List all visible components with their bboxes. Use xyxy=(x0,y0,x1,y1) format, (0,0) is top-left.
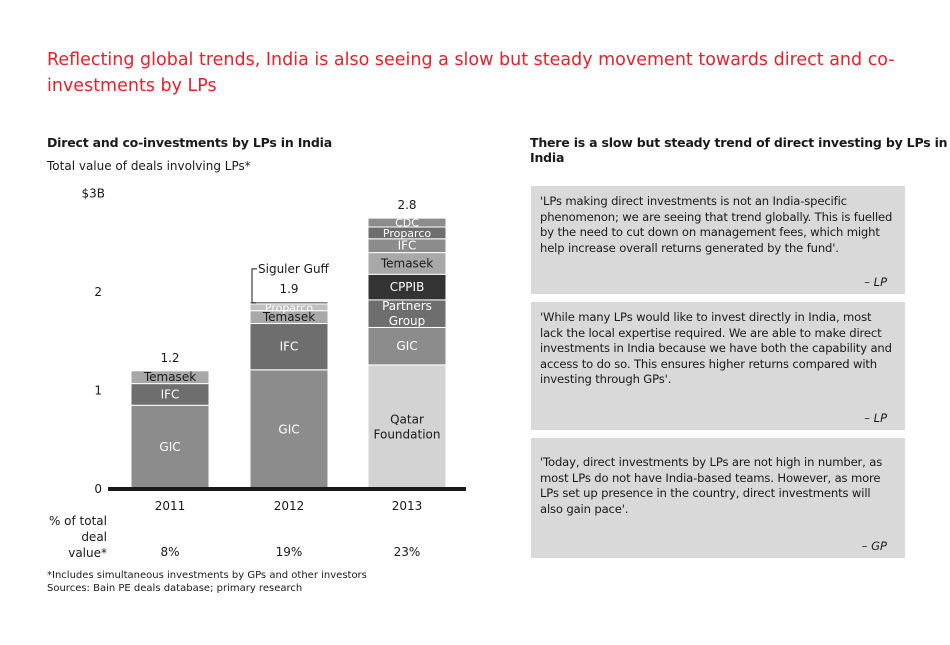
headline: Reflecting global trends, India is also … xyxy=(47,50,895,96)
bar-segment-2011-temasek xyxy=(130,370,210,385)
chart-title: Direct and co-investments by LPs in Indi… xyxy=(47,135,332,150)
y-tick-label-2: 2 xyxy=(94,285,102,299)
quotes-title: There is a slow but steady trend of dire… xyxy=(530,135,948,165)
bar-segment-2012-ifc xyxy=(249,323,329,371)
pct-of-total-label: % of total deal value* xyxy=(48,514,107,560)
quote-attribution-3: – GP xyxy=(861,539,887,553)
bar-segment-2013-cppib xyxy=(367,273,447,301)
bar-total-label-2013: 2.8 xyxy=(397,198,416,212)
quote-text-3: 'Today, direct investments by LPs are no… xyxy=(540,455,883,516)
segment-label-2013: Temasek xyxy=(380,256,433,270)
quote-box-3: 'Today, direct investments by LPs are no… xyxy=(531,438,905,558)
quote-attribution-1: – LP xyxy=(864,275,887,289)
callout-label: Siguler Guff xyxy=(258,262,330,276)
quote-attribution-2: – LP xyxy=(864,411,887,425)
segment-label-2013: Proparco xyxy=(383,227,432,240)
quote-box-1: 'LPs making direct investments is not an… xyxy=(531,186,905,294)
quote-box-2: 'While many LPs would like to invest dir… xyxy=(531,302,905,430)
segment-label-2013: Partners xyxy=(382,299,432,313)
bar-total-label-2012: 1.9 xyxy=(279,282,298,296)
segment-label-2011: Temasek xyxy=(143,370,196,384)
chart-subtitle: Total value of deals involving LPs* xyxy=(47,159,251,173)
bar-segment-2013-partners-group xyxy=(367,299,447,328)
bar-total-label-2011: 1.2 xyxy=(160,351,179,365)
pct-value-2012: 19% xyxy=(275,545,303,559)
pct-value-2013: 23% xyxy=(393,545,421,559)
segment-label-2012: GIC xyxy=(278,422,299,436)
bar-segment-2011-gic xyxy=(130,404,210,490)
x-tick-label-2013: 2013 xyxy=(392,499,423,510)
x-tick-label-2011: 2011 xyxy=(155,499,186,510)
segment-label-2013: Group xyxy=(389,314,426,328)
quote-text-1: 'LPs making direct investments is not an… xyxy=(540,194,893,255)
bar-segment-2013-cdc xyxy=(367,217,447,228)
y-tick-label-0: 0 xyxy=(94,482,102,496)
stacked-bar-chart: 012$3BGICIFCTemasek1.22011GICIFCTemasekP… xyxy=(81,187,466,510)
segment-label-2013: CDC xyxy=(395,217,419,230)
quote-text-2: 'While many LPs would like to invest dir… xyxy=(540,310,892,386)
callout-bracket xyxy=(251,268,257,304)
segment-label-2013: IFC xyxy=(398,239,417,253)
segment-label-2011: IFC xyxy=(161,387,180,401)
segment-label-2011: GIC xyxy=(159,440,180,454)
footnote-sources: Sources: Bain PE deals database; primary… xyxy=(47,583,303,594)
pct-value-2011: 8% xyxy=(160,545,180,559)
bar-segment-2012-gic xyxy=(249,369,329,490)
footnote-includes: *Includes simultaneous investments by GP… xyxy=(47,570,367,581)
bar-segment-2013-gic xyxy=(367,326,447,366)
segment-label-2013: Foundation xyxy=(374,427,441,441)
segment-label-2012: Temasek xyxy=(262,310,315,324)
bar-segment-2013-qatar-foundation xyxy=(367,364,447,490)
footnote: *Includes simultaneous investments by GP… xyxy=(47,569,367,595)
segment-label-2012: IFC xyxy=(280,340,299,354)
segment-label-2013: Qatar xyxy=(390,412,424,426)
segment-label-2013: GIC xyxy=(396,339,417,353)
segment-label-2013: CPPIB xyxy=(390,280,425,294)
segment-label-2012: Proparco xyxy=(265,301,314,314)
y-tick-label-3: $3B xyxy=(81,187,105,201)
bar-segment-2012-other xyxy=(249,301,329,305)
y-tick-label-1: 1 xyxy=(94,384,102,398)
x-tick-label-2012: 2012 xyxy=(274,499,305,510)
